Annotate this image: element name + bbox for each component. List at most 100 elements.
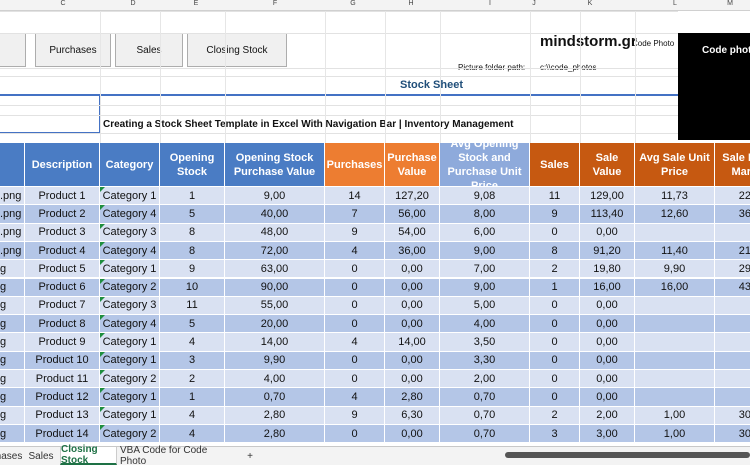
table-cell — [715, 296, 750, 316]
table-cell — [715, 315, 750, 334]
table-cell: Category 2 — [100, 370, 160, 389]
table-cell: 0,00 — [385, 260, 440, 279]
table-cell: 0,00 — [385, 424, 440, 444]
table-cell: 129,00 — [580, 187, 635, 206]
table-cell: g — [0, 333, 25, 352]
table-cell: 4 — [160, 333, 225, 352]
table-cell: Product 14 — [25, 424, 100, 444]
table-cell: 9 — [160, 260, 225, 279]
table-cell: 9,08 — [440, 187, 530, 206]
table-cell: g — [0, 406, 25, 425]
table-cell: 0,00 — [580, 223, 635, 242]
table-cell: 9 — [325, 406, 385, 425]
scrollbar[interactable] — [505, 452, 750, 458]
table-cell: 0,70 — [440, 406, 530, 425]
code-photo-label: Code Photo — [632, 39, 675, 48]
column-letter: D — [130, 0, 136, 7]
table-cell: 11,40 — [635, 241, 715, 261]
grid-line — [0, 11, 678, 12]
cell-marker — [100, 278, 105, 284]
table-cell: Category 3 — [100, 296, 160, 316]
header-cell: Opening Stock Purchase Value — [225, 143, 325, 187]
table-cell: 4 — [160, 424, 225, 444]
sheet-tab[interactable]: VBA Code for Code Photo — [120, 445, 208, 467]
table-cell: 36,5 — [715, 205, 750, 224]
button[interactable] — [0, 33, 26, 67]
cell-marker — [100, 388, 105, 394]
button[interactable]: Sales — [115, 33, 183, 67]
subtitle: Creating a Stock Sheet Template in Excel… — [103, 119, 514, 130]
header-cell: Sales — [530, 143, 580, 187]
table-cell: g — [0, 278, 25, 297]
table-cell: 0 — [530, 351, 580, 370]
column-letter: K — [587, 0, 593, 7]
table-cell: Category 1 — [100, 333, 160, 352]
grid-line — [580, 11, 581, 143]
frame — [0, 96, 100, 133]
table-cell — [635, 296, 715, 316]
sheet-tab[interactable]: Closing Stock — [60, 444, 117, 466]
cell-marker — [100, 296, 105, 302]
sheet-tab[interactable]: Sales — [28, 450, 54, 462]
table-cell: 5 — [160, 315, 225, 334]
table-cell: Product 4 — [25, 241, 100, 261]
table-cell: 0 — [530, 223, 580, 242]
table-cell: 0,00 — [385, 315, 440, 334]
table-cell: 3,00 — [580, 424, 635, 444]
grid-line — [325, 11, 326, 143]
table-cell: 9,00 — [225, 187, 325, 206]
grid-line — [0, 105, 678, 106]
table-cell: Category 4 — [100, 315, 160, 334]
column-letter: C — [60, 0, 66, 7]
table-cell: 9 — [530, 205, 580, 224]
grid-line — [635, 11, 636, 143]
table-cell — [635, 351, 715, 370]
table-cell: 3 — [530, 424, 580, 444]
sheet-tab[interactable]: hases — [0, 450, 23, 462]
table-cell: 21,0 — [715, 241, 750, 261]
table-cell: 16,00 — [580, 278, 635, 297]
table-cell: g — [0, 260, 25, 279]
table-cell: 1 — [160, 388, 225, 407]
header-cell: Sale Value — [580, 143, 635, 187]
table-cell: 0 — [530, 333, 580, 352]
table-cell: g — [0, 370, 25, 389]
table-cell — [715, 223, 750, 242]
table-cell: Category 1 — [100, 388, 160, 407]
table-cell: 5,00 — [440, 296, 530, 316]
column-letter: G — [350, 0, 356, 7]
table-cell: 0 — [325, 260, 385, 279]
table-cell: 0,00 — [385, 296, 440, 316]
table-cell: Category 2 — [100, 424, 160, 444]
table-cell: 1,00 — [635, 406, 715, 425]
table-cell: Product 9 — [25, 333, 100, 352]
table-cell: Category 3 — [100, 223, 160, 242]
table-cell: 0 — [325, 315, 385, 334]
column-header-bar — [0, 0, 750, 11]
table-cell: Category 1 — [100, 260, 160, 279]
cell-marker — [100, 223, 105, 229]
table-cell — [635, 370, 715, 389]
cell-marker — [100, 260, 105, 266]
table-cell: 6,00 — [440, 223, 530, 242]
table-cell: 3 — [160, 351, 225, 370]
table-cell — [635, 223, 715, 242]
button[interactable]: Closing Stock — [187, 33, 287, 67]
table-cell: 2 — [530, 260, 580, 279]
table-cell: 10 — [160, 278, 225, 297]
table-cell — [715, 388, 750, 407]
table-cell: 4,00 — [440, 315, 530, 334]
table-cell: Category 1 — [100, 406, 160, 425]
table-cell: 8 — [530, 241, 580, 261]
column-letter: E — [193, 0, 199, 7]
table-cell: 127,20 — [385, 187, 440, 206]
table-cell: 0,00 — [580, 296, 635, 316]
grid-line — [0, 33, 678, 34]
table-cell: 6,30 — [385, 406, 440, 425]
table-cell: 0,00 — [580, 388, 635, 407]
sheet-tab[interactable]: + — [247, 450, 253, 462]
table-cell: 2,00 — [580, 406, 635, 425]
table-cell: 9,00 — [440, 241, 530, 261]
grid-line — [225, 11, 226, 143]
